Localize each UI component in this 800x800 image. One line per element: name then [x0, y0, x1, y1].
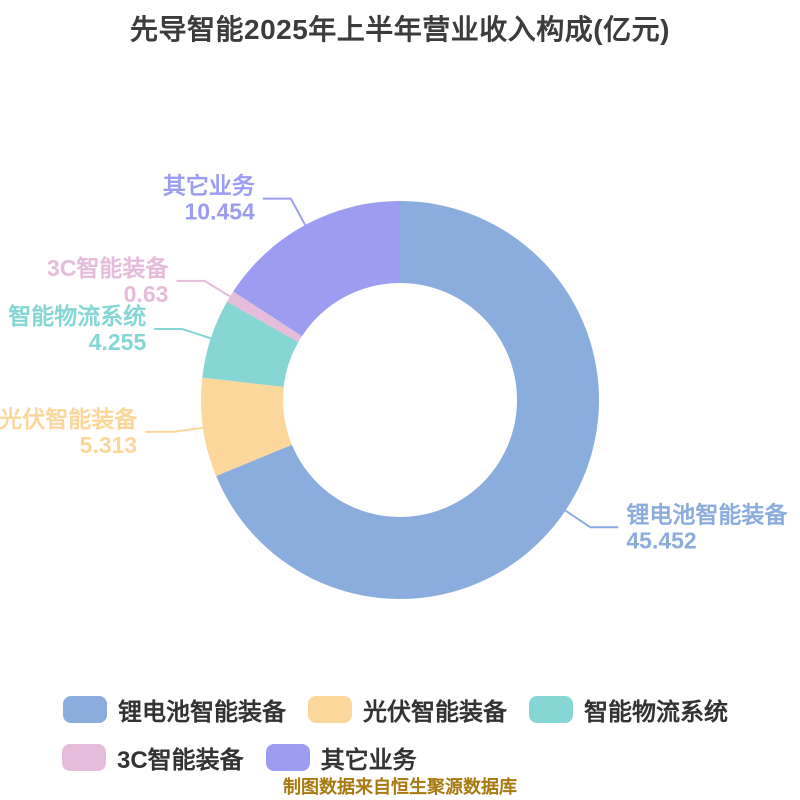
legend-swatch-锂电池智能装备	[63, 696, 107, 723]
legend-row-1: 锂电池智能装备 光伏智能装备 智能物流系统	[63, 692, 728, 727]
legend-swatch-光伏智能装备	[308, 696, 352, 723]
legend-label-其它业务: 其它业务	[320, 747, 417, 774]
legend-item-3C智能装备[interactable]: 3C智能装备	[62, 740, 244, 775]
slice-label-value-智能物流系统: 4.255	[89, 329, 147, 355]
legend-item-智能物流系统[interactable]: 智能物流系统	[529, 692, 728, 727]
legend-swatch-其它业务	[265, 744, 310, 771]
pie-slice-光伏智能装备[interactable]	[201, 377, 292, 477]
label-line-锂电池智能装备	[564, 509, 619, 529]
legend-swatch-智能物流系统	[529, 696, 573, 723]
chart-footer-source: 制图数据来自恒生聚源数据库	[283, 777, 517, 797]
legend-label-智能物流系统: 智能物流系统	[584, 699, 728, 726]
slice-label-value-光伏智能装备: 5.313	[80, 432, 138, 458]
slice-label-value-锂电池智能装备: 45.452	[626, 527, 696, 553]
slice-label-name-其它业务: 其它业务	[163, 173, 256, 199]
slice-label-name-锂电池智能装备: 锂电池智能装备	[626, 501, 788, 527]
chart-title: 先导智能2025年上半年营业收入构成(亿元)	[130, 14, 670, 45]
label-line-3C智能装备	[176, 279, 231, 298]
slice-label-value-其它业务: 10.454	[184, 199, 255, 225]
label-line-光伏智能装备	[145, 426, 204, 433]
label-line-其它业务	[262, 197, 307, 226]
pie-slice-3C智能装备[interactable]	[227, 291, 302, 343]
legend-swatch-3C智能装备	[62, 744, 106, 771]
legend-item-其它业务[interactable]: 其它业务	[265, 740, 417, 775]
slice-label-name-智能物流系统: 智能物流系统	[8, 303, 146, 329]
pie-slice-其它业务[interactable]	[233, 201, 400, 337]
legend-item-光伏智能装备[interactable]: 光伏智能装备	[308, 692, 507, 727]
label-line-智能物流系统	[154, 328, 212, 340]
slice-label-name-光伏智能装备: 光伏智能装备	[0, 406, 138, 432]
legend-label-3C智能装备: 3C智能装备	[117, 747, 244, 774]
legend-label-锂电池智能装备: 锂电池智能装备	[118, 699, 286, 726]
legend-item-锂电池智能装备[interactable]: 锂电池智能装备	[63, 692, 286, 727]
pie-slice-智能物流系统[interactable]	[202, 301, 299, 387]
legend-row-2: 3C智能装备 其它业务	[62, 740, 417, 775]
slice-label-value-3C智能装备: 0.63	[124, 281, 169, 307]
slice-label-name-3C智能装备: 3C智能装备	[47, 255, 169, 281]
legend-label-光伏智能装备: 光伏智能装备	[363, 699, 507, 726]
pie-slice-锂电池智能装备[interactable]	[216, 201, 599, 599]
